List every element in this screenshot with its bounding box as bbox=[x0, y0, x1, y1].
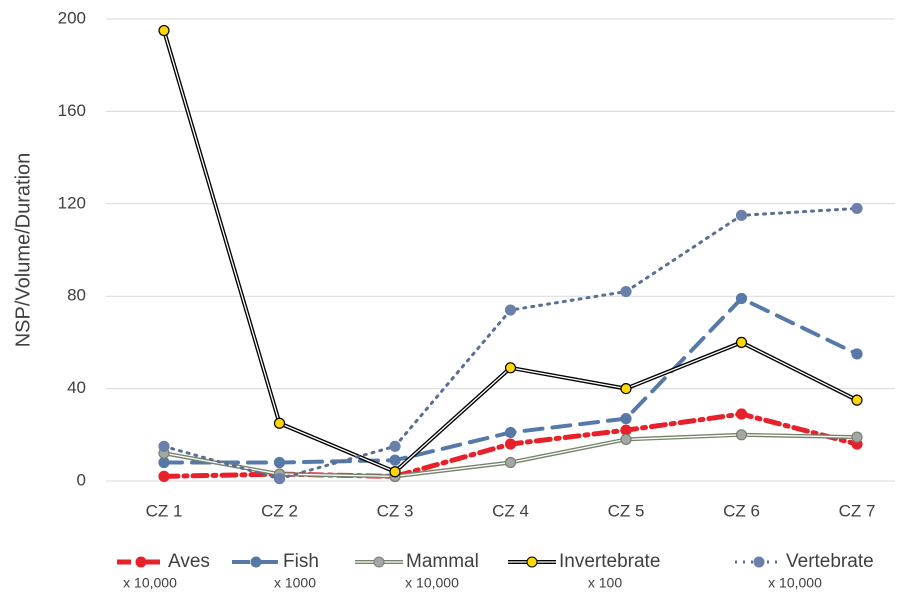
legend-multiplier: x 10,000 bbox=[768, 575, 822, 591]
marker bbox=[504, 456, 517, 469]
marker bbox=[851, 431, 863, 443]
marker bbox=[504, 438, 517, 450]
x-tick-label: CZ 3 bbox=[377, 501, 414, 520]
legend-label: Mammal bbox=[406, 551, 479, 572]
y-tick-label: 0 bbox=[77, 470, 86, 489]
marker bbox=[735, 408, 748, 420]
legend-multiplier: x 1000 bbox=[274, 575, 316, 591]
marker bbox=[851, 202, 863, 215]
marker bbox=[735, 292, 748, 305]
marker bbox=[389, 440, 401, 452]
series-line bbox=[162, 206, 859, 481]
legend-marker bbox=[135, 556, 147, 568]
legend-marker bbox=[250, 556, 262, 568]
marker bbox=[504, 426, 517, 439]
legend-marker bbox=[526, 556, 538, 568]
legend-label: Vertebrate bbox=[786, 551, 874, 572]
marker bbox=[273, 473, 286, 485]
marker bbox=[273, 456, 286, 469]
marker bbox=[389, 466, 401, 478]
marker bbox=[735, 209, 748, 221]
marker bbox=[851, 348, 863, 360]
marker bbox=[158, 470, 170, 482]
series-line-inner bbox=[163, 30, 858, 473]
legend-marker bbox=[373, 556, 385, 568]
series-line bbox=[162, 29, 858, 474]
marker bbox=[158, 24, 170, 37]
marker bbox=[158, 440, 170, 452]
y-tick-label: 160 bbox=[58, 101, 86, 120]
legend-marker bbox=[753, 556, 765, 568]
x-tick-label: CZ 6 bbox=[723, 501, 760, 520]
marker bbox=[620, 433, 632, 446]
y-tick-label: 120 bbox=[58, 193, 86, 212]
y-tick-label: 80 bbox=[67, 286, 86, 305]
marker bbox=[851, 394, 863, 406]
marker bbox=[620, 383, 632, 395]
x-tick-label: CZ 7 bbox=[839, 501, 876, 520]
legend-label: Invertebrate bbox=[559, 551, 660, 572]
marker bbox=[620, 424, 632, 436]
x-tick-label: CZ 4 bbox=[492, 501, 529, 520]
marker bbox=[504, 362, 517, 374]
marker bbox=[504, 304, 517, 316]
legend-multiplier: x 100 bbox=[588, 575, 622, 591]
y-tick-label: 40 bbox=[67, 378, 86, 397]
x-tick-label: CZ 2 bbox=[261, 501, 298, 520]
legend-label: Fish bbox=[283, 551, 319, 572]
y-tick-label: 200 bbox=[58, 8, 86, 27]
marker bbox=[735, 429, 748, 441]
legend-multiplier: x 10,000 bbox=[123, 575, 177, 591]
legend-label: Aves bbox=[168, 551, 210, 572]
marker bbox=[620, 413, 632, 425]
marker bbox=[620, 285, 632, 298]
marker bbox=[158, 456, 170, 469]
y-axis-title: NSP/Volume/Duration bbox=[12, 153, 34, 348]
x-tick-label: CZ 1 bbox=[146, 501, 183, 520]
x-tick-label: CZ 5 bbox=[608, 501, 645, 520]
legend-multiplier: x 10,000 bbox=[405, 575, 459, 591]
marker bbox=[735, 336, 748, 348]
marker bbox=[273, 417, 286, 429]
marker bbox=[389, 454, 401, 466]
